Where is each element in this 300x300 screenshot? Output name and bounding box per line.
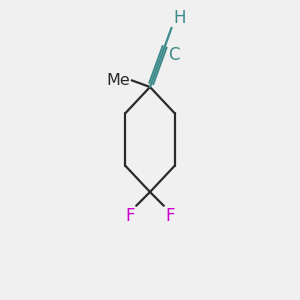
Text: Me: Me (107, 73, 130, 88)
Text: C: C (168, 46, 179, 64)
Text: H: H (174, 9, 186, 27)
Text: F: F (125, 207, 135, 225)
Text: F: F (165, 207, 175, 225)
